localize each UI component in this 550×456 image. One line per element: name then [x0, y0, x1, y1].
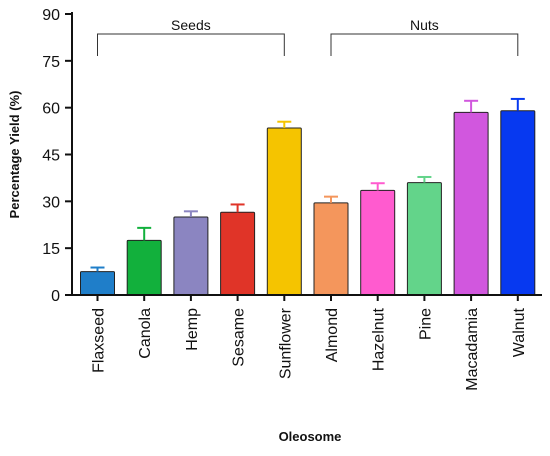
group-bracket — [330, 33, 519, 56]
bar-sesame — [220, 211, 256, 296]
y-tick-label: 90 — [42, 7, 60, 24]
x-tick-label: Pine — [417, 308, 434, 340]
bar-canola — [126, 239, 162, 296]
bar-macadamia — [453, 111, 489, 296]
y-tick-label: 0 — [51, 288, 60, 305]
x-tick-label: Sesame — [231, 308, 248, 367]
bar-hemp — [173, 216, 209, 296]
y-tick-label: 15 — [42, 241, 60, 258]
bar-walnut — [500, 110, 536, 296]
x-tick-label: Almond — [324, 308, 341, 362]
y-tick-label: 45 — [42, 148, 60, 165]
x-axis-title: Oleosome — [279, 429, 342, 444]
y-ticks: 0 15 30 45 60 75 90 — [42, 7, 72, 305]
bar-hazelnut — [360, 189, 396, 296]
group-label-nuts: Nuts — [410, 17, 439, 33]
x-tick-label: Hemp — [184, 308, 201, 351]
group-bracket — [97, 33, 285, 56]
y-tick-label: 60 — [42, 101, 60, 118]
x-tick-label: Sunflower — [277, 307, 294, 379]
x-ticks: Flaxseed Canola Hemp Sesame Sunflower Almond H… — [91, 295, 528, 391]
bar-pine — [406, 182, 442, 296]
x-tick-label: Flaxseed — [91, 308, 108, 373]
y-axis-title: Percentage Yield (%) — [7, 91, 22, 219]
y-tick-label: 30 — [42, 194, 60, 211]
bar-almond — [313, 202, 349, 296]
x-tick-label: Macadamia — [464, 308, 481, 391]
x-tick-label: Hazelnut — [371, 307, 388, 371]
y-tick-label: 75 — [42, 54, 60, 71]
x-tick-label: Canola — [137, 308, 154, 359]
group-brackets: Seeds Nuts — [97, 17, 519, 56]
bar-sunflower — [266, 127, 302, 296]
bar-flaxseed — [80, 271, 115, 296]
group-label-seeds: Seeds — [171, 17, 211, 33]
bars-layer — [80, 97, 536, 296]
x-tick-label: Walnut — [511, 307, 528, 357]
